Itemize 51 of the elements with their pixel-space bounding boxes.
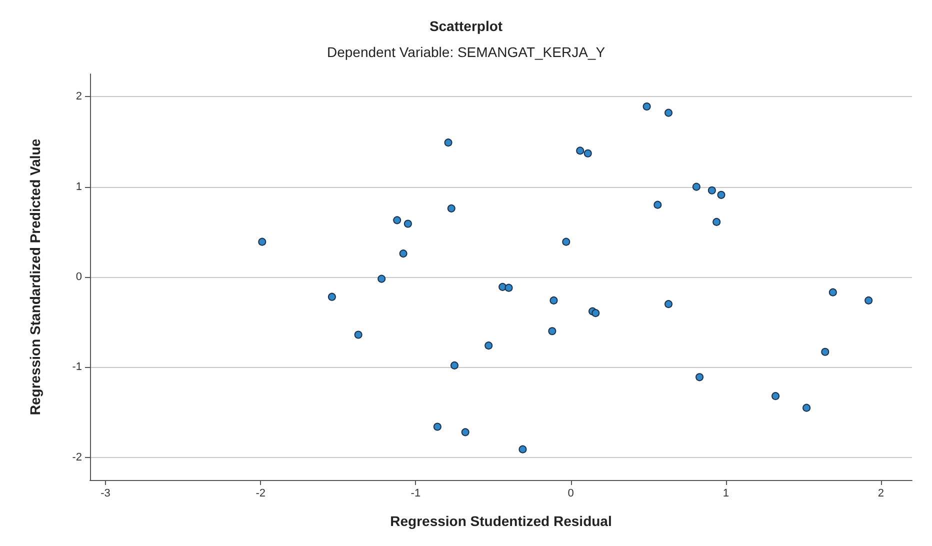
point — [592, 309, 600, 318]
point — [712, 218, 721, 226]
point — [584, 149, 592, 158]
point — [828, 288, 837, 296]
point — [548, 327, 556, 336]
y-tick-label: -1 — [72, 361, 82, 374]
point — [664, 300, 672, 308]
point — [772, 392, 780, 400]
point — [378, 274, 386, 283]
point — [328, 292, 336, 301]
point — [802, 404, 811, 412]
x-tick-label: -3 — [100, 488, 110, 500]
x-tick-label: -2 — [256, 488, 266, 500]
point — [447, 204, 456, 212]
point — [258, 238, 266, 246]
point — [393, 216, 402, 224]
x-tick-label: -1 — [410, 488, 421, 500]
point — [821, 348, 830, 356]
point — [708, 186, 716, 194]
point — [717, 190, 726, 199]
point — [498, 282, 507, 291]
point — [433, 422, 442, 431]
point — [450, 361, 458, 370]
point — [642, 102, 651, 110]
point — [562, 238, 570, 246]
x-tick-label: 2 — [878, 488, 884, 500]
point — [576, 146, 584, 155]
point — [864, 296, 873, 304]
y-tick-label: -2 — [72, 451, 82, 464]
point — [404, 220, 412, 228]
y-tick-label: 2 — [76, 90, 82, 103]
point — [444, 138, 452, 147]
chart-title: Scatterplot — [429, 18, 503, 34]
x-tick-label: 1 — [722, 488, 729, 500]
point — [354, 330, 362, 339]
y-tick-label: 1 — [76, 180, 82, 193]
point — [461, 428, 470, 436]
x-tick-label: 0 — [568, 488, 574, 500]
point — [484, 342, 493, 350]
chart-subtitle: Dependent Variable: SEMANGAT_KERJA_Y — [326, 44, 606, 60]
x-axis-title: Regression Studentized Residual — [390, 513, 612, 529]
point — [654, 200, 662, 209]
point — [399, 250, 408, 258]
y-axis-title: Regression Standardized Predicted Value — [27, 138, 43, 416]
point — [518, 445, 527, 454]
point — [696, 373, 704, 382]
point — [504, 284, 513, 292]
point — [692, 182, 700, 191]
y-tick-label: 0 — [76, 271, 82, 283]
point — [550, 296, 558, 304]
point — [664, 108, 672, 117]
